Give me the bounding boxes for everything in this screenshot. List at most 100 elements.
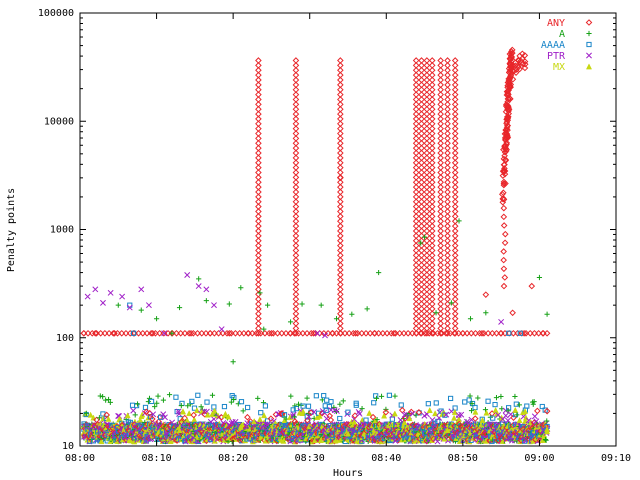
data-point-aaaa — [485, 398, 491, 404]
data-point-aaaa — [173, 394, 179, 400]
data-point-a — [482, 406, 489, 413]
data-point-a — [198, 404, 204, 410]
data-point-ptr — [162, 414, 168, 421]
data-point-a — [469, 401, 475, 407]
data-point-any — [178, 418, 185, 426]
x-tick-label: 08:50 — [448, 453, 478, 464]
data-point-a — [132, 412, 138, 418]
data-point-a — [231, 396, 237, 403]
data-point-aaaa — [363, 417, 369, 423]
legend-marker-a — [586, 30, 592, 37]
data-point-any — [534, 407, 541, 415]
plot-frame — [79, 12, 617, 447]
data-point-mx — [451, 408, 458, 415]
data-point-ptr — [498, 318, 505, 325]
data-point-a — [456, 218, 462, 224]
data-point-aaaa — [371, 400, 377, 406]
x-tick-label: 08:30 — [295, 453, 325, 464]
data-point-mx — [451, 414, 458, 421]
data-point-mx — [479, 416, 486, 423]
data-point-a — [185, 403, 191, 409]
data-point-aaaa — [462, 399, 468, 405]
data-point-aaaa — [313, 393, 319, 399]
data-point-a — [374, 416, 380, 423]
data-point-aaaa — [323, 407, 329, 414]
data-point-any — [500, 256, 507, 264]
data-point-a — [376, 269, 382, 276]
data-point-a — [467, 393, 473, 399]
data-point-a — [333, 316, 340, 322]
data-point-aaaa — [353, 400, 359, 406]
data-point-a — [97, 393, 103, 399]
y-axis-label: Penalty points — [6, 188, 17, 272]
data-point-ptr — [355, 408, 362, 415]
data-point-aaaa — [337, 415, 343, 422]
data-point-any — [181, 414, 189, 422]
x-tick-label: 09:10 — [601, 453, 631, 464]
data-point-a — [468, 408, 475, 414]
data-point-a — [196, 276, 202, 282]
data-point-any — [143, 408, 150, 416]
x-tick-label: 09:00 — [524, 453, 554, 464]
y-tick-label: 10000 — [44, 116, 74, 127]
legend-marker-mx — [585, 63, 593, 70]
data-point-a — [349, 311, 355, 317]
data-point-mx — [401, 419, 408, 426]
data-point-aaaa — [189, 398, 195, 404]
data-point-aaaa — [281, 412, 288, 418]
data-point-ptr — [119, 293, 126, 300]
data-point-a — [178, 402, 184, 409]
data-point-any — [501, 274, 509, 281]
data-point-mx — [391, 410, 398, 417]
data-point-any — [482, 291, 490, 298]
data-point-any — [501, 239, 509, 247]
data-point-any — [500, 248, 507, 255]
data-point-aaaa — [433, 400, 439, 406]
data-point-any — [415, 409, 423, 416]
data-point-any — [500, 282, 508, 290]
data-point-ptr — [176, 411, 183, 417]
data-point-mx — [299, 409, 306, 417]
data-point-mx — [256, 416, 263, 423]
data-point-a — [105, 396, 112, 403]
data-point-ptr — [138, 286, 145, 293]
axes: 10 100 1000 10000 100000 08:00 08:10 08:20 08:30… — [38, 8, 631, 464]
data-point-a — [337, 401, 343, 407]
data-point-mx — [204, 411, 211, 418]
data-point-mx — [211, 407, 218, 414]
data-point-any — [267, 415, 275, 422]
data-point-a — [257, 290, 263, 296]
data-point-mx — [472, 408, 479, 415]
data-point-any — [500, 213, 508, 221]
x-axis-label: Hours — [333, 468, 363, 479]
data-point-any — [304, 417, 311, 424]
data-point-a — [115, 302, 121, 308]
y-tick-label: 10 — [62, 441, 74, 452]
data-point-mx — [179, 408, 186, 415]
data-point-a — [265, 302, 271, 308]
data-point-a — [288, 393, 294, 399]
data-point-aaaa — [142, 404, 149, 411]
data-point-a — [291, 414, 297, 420]
data-point-any — [244, 413, 251, 421]
data-point-a — [475, 395, 481, 401]
data-point-a — [209, 392, 216, 398]
data-point-a — [240, 408, 246, 414]
legend-label-mx: MX — [553, 62, 565, 73]
data-point-aaaa — [195, 392, 201, 398]
data-point-a — [378, 393, 385, 399]
legend-label-aaaa: AAAA — [541, 40, 565, 51]
data-point-ptr — [502, 412, 509, 419]
data-point-any — [307, 409, 315, 416]
data-point-a — [145, 399, 152, 405]
data-point-mx — [432, 410, 439, 417]
data-point-ptr — [92, 286, 99, 293]
data-point-a — [287, 319, 294, 325]
data-point-a — [493, 395, 500, 401]
data-point-a — [83, 410, 89, 416]
data-point-a — [166, 392, 173, 398]
data-point-any — [509, 309, 516, 317]
data-point-a — [203, 298, 209, 304]
